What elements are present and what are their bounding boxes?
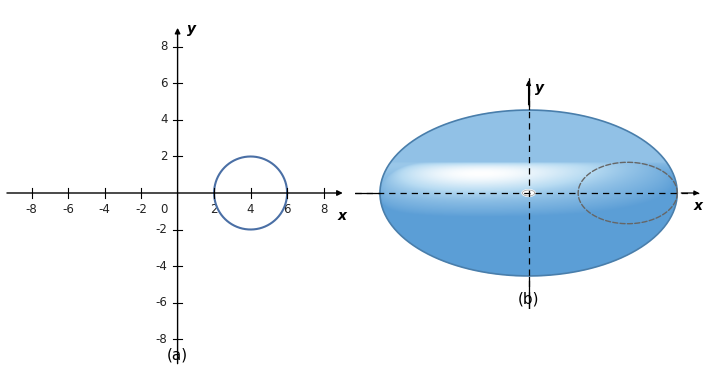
Text: -6: -6 — [156, 296, 168, 309]
Text: (a): (a) — [167, 348, 188, 363]
Text: 0: 0 — [160, 203, 168, 216]
Text: -8: -8 — [156, 332, 168, 345]
Text: -2: -2 — [135, 203, 147, 216]
Text: 6: 6 — [283, 203, 291, 216]
Text: -4: -4 — [156, 259, 168, 273]
Text: x: x — [694, 199, 703, 213]
Text: 4: 4 — [247, 203, 254, 216]
Text: y: y — [187, 22, 195, 36]
Text: 2: 2 — [160, 150, 168, 163]
Text: (b): (b) — [518, 291, 539, 306]
Text: 8: 8 — [320, 203, 327, 216]
Text: -6: -6 — [62, 203, 74, 216]
Text: -8: -8 — [25, 203, 38, 216]
Text: x: x — [338, 210, 346, 223]
Text: 8: 8 — [160, 41, 168, 54]
Text: y: y — [535, 81, 544, 95]
Text: 2: 2 — [210, 203, 218, 216]
Text: 4: 4 — [160, 113, 168, 127]
Text: -2: -2 — [156, 223, 168, 236]
Text: -4: -4 — [98, 203, 110, 216]
Text: 6: 6 — [160, 77, 168, 90]
